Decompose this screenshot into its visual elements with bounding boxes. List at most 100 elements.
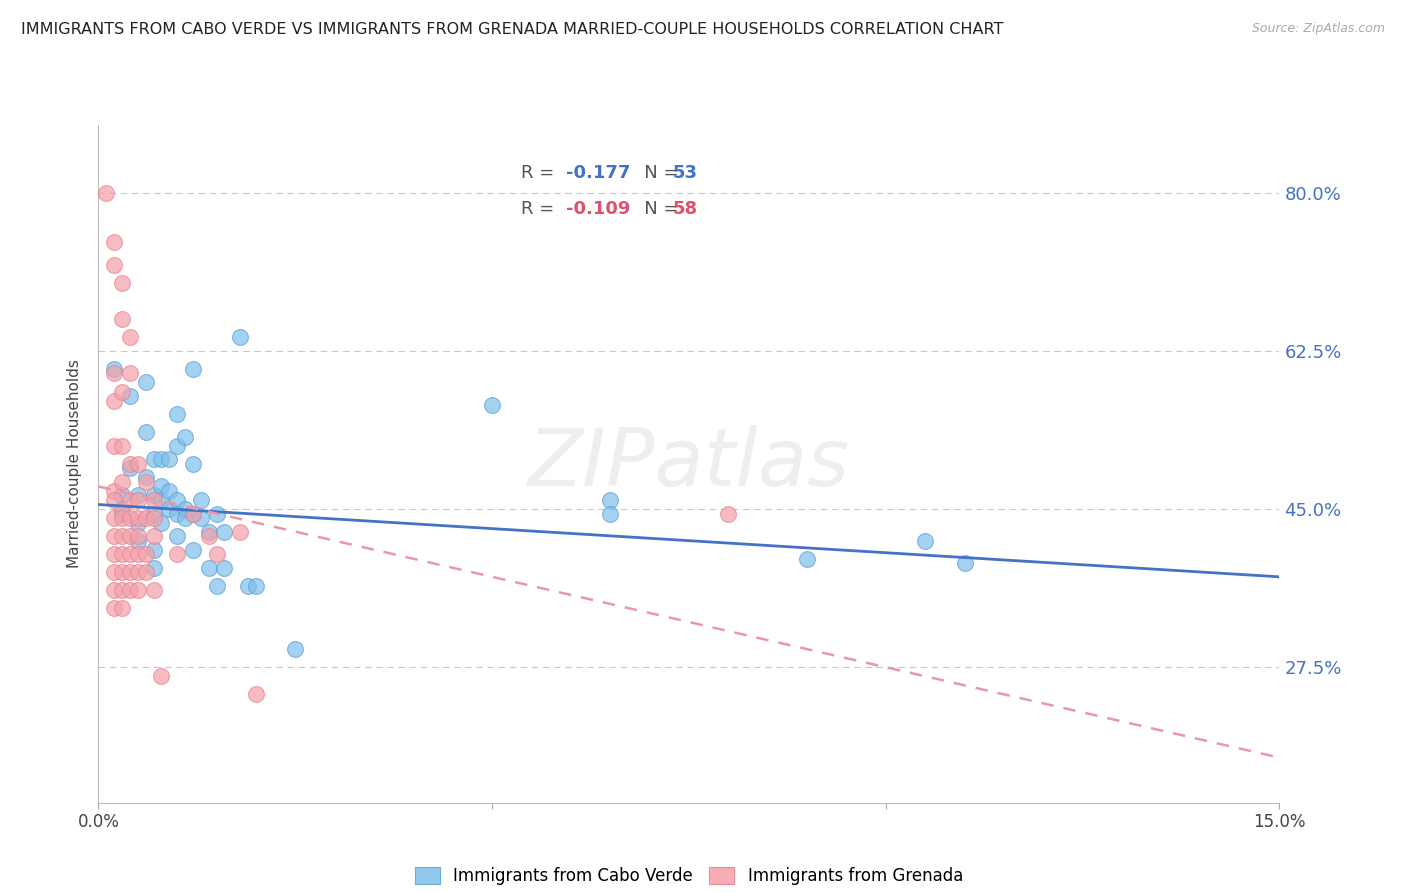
Point [214, 561, 236, 575]
Point [103, 511, 125, 525]
Point [118, 529, 141, 543]
Point [229, 524, 252, 539]
Point [118, 457, 141, 471]
Point [103, 566, 125, 580]
Point [135, 376, 157, 390]
Text: IMMIGRANTS FROM CABO VERDE VS IMMIGRANTS FROM GRENADA MARRIED-COUPLE HOUSEHOLDS : IMMIGRANTS FROM CABO VERDE VS IMMIGRANTS… [21, 22, 1004, 37]
Point [166, 493, 188, 508]
Point [157, 502, 180, 516]
Point [118, 547, 141, 561]
Text: -0.177: -0.177 [565, 164, 630, 183]
Point [111, 475, 134, 489]
Point [229, 330, 252, 344]
Point [111, 601, 134, 615]
Point [127, 529, 149, 543]
Point [150, 669, 173, 683]
Point [111, 439, 134, 453]
Point [205, 579, 228, 593]
Point [166, 529, 188, 543]
Point [142, 493, 165, 508]
Point [135, 511, 157, 525]
Y-axis label: Married-couple Households: Married-couple Households [67, 359, 83, 568]
Point [127, 516, 149, 530]
Point [190, 511, 212, 525]
Point [197, 561, 219, 575]
Point [111, 384, 134, 399]
Point [599, 507, 621, 521]
Point [103, 393, 125, 408]
Point [197, 524, 219, 539]
Point [103, 583, 125, 598]
Point [111, 312, 134, 326]
Text: R =: R = [520, 164, 560, 183]
Text: 53: 53 [672, 164, 697, 183]
Point [166, 439, 188, 453]
Point [190, 493, 212, 508]
Point [103, 367, 125, 381]
Point [103, 547, 125, 561]
Point [284, 642, 307, 657]
Point [103, 235, 125, 250]
Point [103, 362, 125, 376]
Point [111, 502, 134, 516]
Point [150, 479, 173, 493]
Point [118, 389, 141, 403]
Point [118, 461, 141, 475]
Point [127, 488, 149, 502]
Point [717, 507, 740, 521]
Point [111, 488, 134, 502]
Point [118, 367, 141, 381]
Point [111, 547, 134, 561]
Point [150, 452, 173, 467]
Point [166, 547, 188, 561]
Point [142, 507, 165, 521]
Point [118, 566, 141, 580]
Point [96, 186, 118, 200]
Point [103, 529, 125, 543]
Point [103, 483, 125, 498]
Point [135, 470, 157, 484]
Text: ZIPatlas: ZIPatlas [527, 425, 851, 503]
Point [157, 483, 180, 498]
Point [157, 452, 180, 467]
Point [118, 583, 141, 598]
Point [181, 542, 204, 557]
Point [127, 533, 149, 548]
Point [142, 561, 165, 575]
Point [245, 579, 267, 593]
Point [181, 507, 204, 521]
Text: N =: N = [627, 200, 685, 218]
Point [127, 493, 149, 508]
Point [205, 507, 228, 521]
Point [103, 258, 125, 272]
Point [111, 276, 134, 290]
Point [142, 452, 165, 467]
Point [205, 547, 228, 561]
Text: -0.109: -0.109 [565, 200, 630, 218]
Text: 58: 58 [672, 200, 697, 218]
Point [142, 511, 165, 525]
Point [127, 511, 149, 525]
Point [481, 398, 503, 412]
Point [197, 529, 219, 543]
Point [166, 407, 188, 421]
Point [118, 330, 141, 344]
Point [150, 516, 173, 530]
Point [142, 529, 165, 543]
Point [174, 511, 197, 525]
Point [103, 493, 125, 508]
Point [142, 542, 165, 557]
Point [599, 493, 621, 508]
Point [103, 439, 125, 453]
Point [174, 502, 197, 516]
Point [118, 493, 141, 508]
Point [111, 566, 134, 580]
Legend: Immigrants from Cabo Verde, Immigrants from Grenada: Immigrants from Cabo Verde, Immigrants f… [406, 859, 972, 892]
Point [181, 507, 204, 521]
Point [953, 556, 976, 570]
Point [111, 511, 134, 525]
Point [245, 687, 267, 701]
Point [135, 475, 157, 489]
Point [127, 566, 149, 580]
Point [135, 425, 157, 440]
